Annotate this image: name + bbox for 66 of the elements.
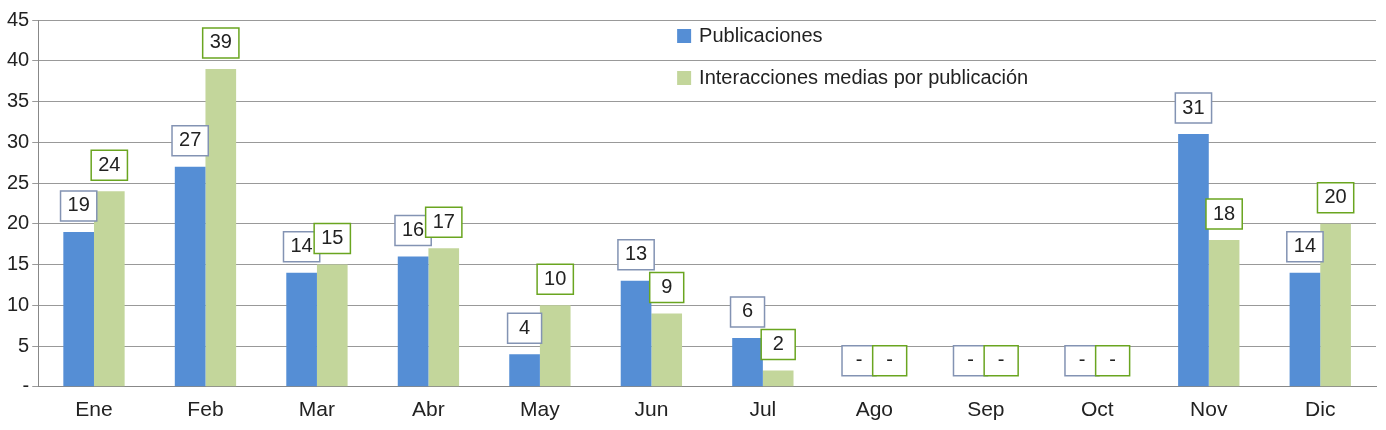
- data-label: 18: [1212, 201, 1236, 224]
- y-tick-label: 35: [7, 89, 30, 112]
- y-tick-label: 20: [7, 211, 30, 234]
- data-label: 10: [544, 266, 567, 289]
- data-label: 13: [624, 242, 648, 265]
- x-tick-label: May: [520, 397, 561, 421]
- data-label: 27: [179, 128, 202, 151]
- y-tick-label: 10: [7, 292, 30, 315]
- x-tick-label: Oct: [1080, 397, 1114, 421]
- bar: [1178, 134, 1209, 387]
- x-tick-label: Abr: [412, 397, 445, 421]
- data-label: 20: [1324, 185, 1347, 208]
- bar: [762, 370, 794, 387]
- data-label: 19: [67, 193, 90, 216]
- bar: [651, 313, 683, 387]
- x-tick-label: Jul: [749, 397, 777, 421]
- x-tick-label: Jun: [634, 397, 669, 421]
- bar: [509, 354, 540, 387]
- y-tick-label: -: [22, 374, 30, 397]
- bar: [428, 248, 460, 387]
- bar: [316, 264, 348, 387]
- data-label: 16: [401, 217, 425, 240]
- bar: [1320, 223, 1351, 387]
- data-label: -: [886, 348, 894, 371]
- y-tick-label: 25: [7, 170, 30, 193]
- data-label: 4: [519, 315, 531, 338]
- x-tick-label: Ene: [75, 397, 113, 421]
- bar: [620, 280, 652, 387]
- data-label: 14: [290, 234, 313, 257]
- bar: [732, 337, 763, 387]
- bar: [93, 191, 125, 387]
- x-tick-label: Dic: [1305, 397, 1336, 421]
- bar: [397, 256, 429, 387]
- bar: [286, 272, 317, 387]
- data-label: -: [997, 348, 1005, 371]
- bar: [1208, 240, 1240, 387]
- data-label: 31: [1182, 95, 1205, 118]
- x-tick-label: Mar: [298, 397, 336, 421]
- data-label: -: [967, 348, 974, 371]
- data-label: -: [1109, 348, 1116, 371]
- y-tick-label: 15: [7, 252, 30, 275]
- data-label: 24: [98, 152, 121, 175]
- data-label: 15: [321, 226, 344, 249]
- bar: [174, 166, 206, 387]
- bar: [539, 305, 571, 387]
- legend-label: Interacciones medias por publicación: [699, 65, 1029, 88]
- data-label: 2: [772, 332, 784, 355]
- data-label: -: [1078, 348, 1086, 371]
- y-tick-label: 30: [7, 129, 30, 152]
- legend-label: Publicaciones: [699, 23, 823, 46]
- data-label: 6: [741, 299, 754, 322]
- x-tick-label: Feb: [187, 397, 224, 421]
- x-tick-label: Ago: [855, 397, 894, 421]
- data-label: 9: [661, 274, 673, 297]
- bar: [63, 231, 94, 387]
- bar: [205, 68, 237, 387]
- data-label: -: [855, 348, 863, 371]
- data-label: 39: [209, 30, 232, 53]
- y-tick-label: 40: [7, 48, 30, 71]
- data-label: 17: [432, 209, 455, 232]
- y-tick-label: 5: [18, 333, 30, 356]
- x-tick-label: Sep: [967, 397, 1005, 421]
- y-tick-label: 45: [7, 7, 30, 30]
- data-label: 14: [1293, 234, 1317, 257]
- x-tick-label: Nov: [1190, 397, 1228, 421]
- bar: [1289, 272, 1321, 387]
